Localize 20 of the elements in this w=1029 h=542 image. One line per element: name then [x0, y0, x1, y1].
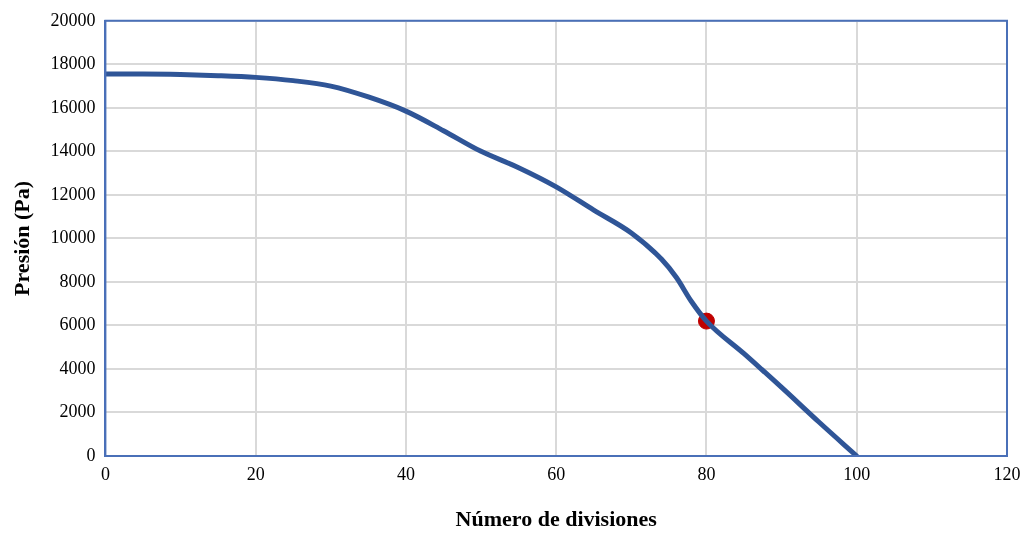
y-tick-label: 2000 [59, 401, 96, 422]
y-axis-title: Presión (Pa) [8, 180, 34, 296]
y-tick-label: 18000 [50, 53, 96, 74]
y-tick-label: 16000 [50, 96, 96, 117]
y-tick-label: 20000 [50, 9, 96, 30]
x-tick-label: 40 [396, 463, 415, 484]
y-tick-label: 4000 [59, 357, 96, 378]
y-tick-label: 8000 [59, 270, 96, 291]
y-tick-label: 12000 [50, 183, 96, 204]
x-tick-label: 0 [100, 463, 110, 484]
x-axis-title: Número de divisiones [455, 506, 658, 532]
x-tick-label: 20 [246, 463, 265, 484]
y-tick-label: 0 [86, 444, 96, 465]
x-tick-label: 60 [547, 463, 566, 484]
x-tick-label: 120 [993, 463, 1021, 484]
y-tick-label: 10000 [50, 227, 96, 248]
x-tick-label: 100 [843, 463, 871, 484]
y-tick-label: 14000 [50, 140, 96, 161]
y-tick-label: 6000 [59, 314, 96, 335]
x-tick-label: 80 [697, 463, 716, 484]
